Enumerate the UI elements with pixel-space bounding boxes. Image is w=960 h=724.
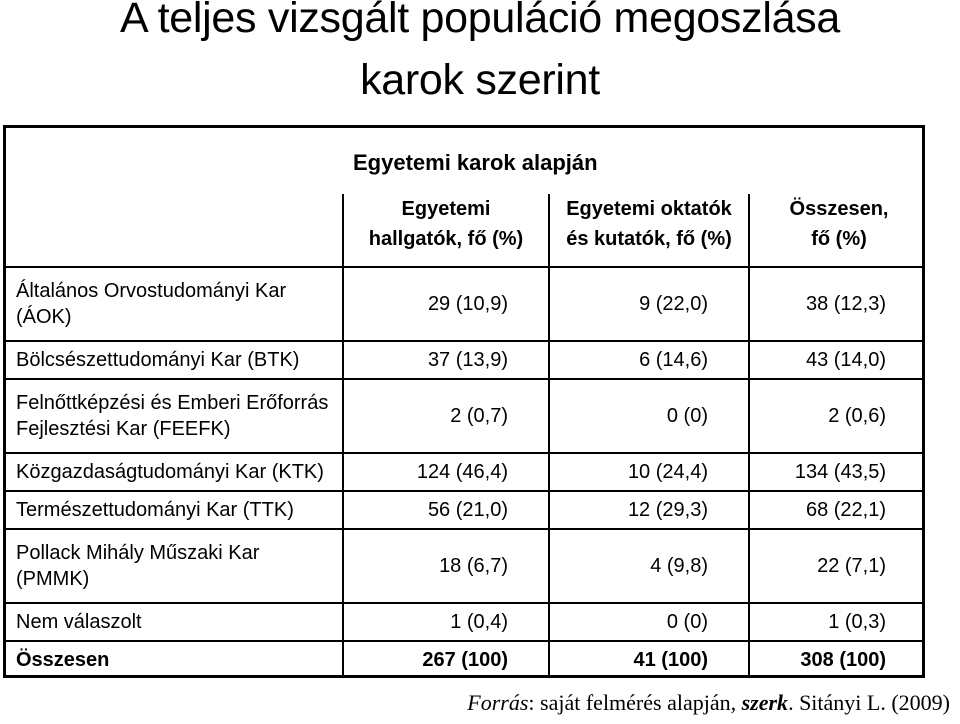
total-staff: 41 (100): [548, 640, 749, 675]
editor-label: szerk: [741, 690, 789, 715]
table-row: Felnőttképzési és Emberi Erőforrás Fejle…: [6, 378, 922, 453]
cell-staff: 6 (14,6): [548, 340, 749, 379]
source-label: Forrás: [467, 690, 529, 715]
row-label: Természettudományi Kar (TTK): [6, 490, 343, 529]
table-row: Közgazdaságtudományi Kar (KTK) 124 (46,4…: [6, 452, 922, 491]
cell-total: 68 (22,1): [747, 490, 922, 529]
column-header-staff: Egyetemi oktatók és kutatók, fő (%): [548, 194, 749, 267]
slide-title-line2: karok szerint: [360, 56, 600, 104]
cell-total: 134 (43,5): [747, 452, 922, 491]
group-header: Egyetemi karok alapján: [353, 150, 598, 175]
cell-staff: 4 (9,8): [548, 528, 749, 603]
column-header-total: Összesen, fő (%): [747, 194, 922, 267]
cell-total: 22 (7,1): [747, 528, 922, 603]
cell-total: 43 (14,0): [747, 340, 922, 379]
table-row: Nem válaszolt 1 (0,4) 0 (0) 1 (0,3): [6, 602, 922, 641]
table-group-header-row: Egyetemi karok alapján: [6, 128, 922, 194]
cell-total: 38 (12,3): [747, 266, 922, 341]
total-all: 308 (100): [747, 640, 922, 675]
cell-students: 1 (0,4): [342, 602, 549, 641]
cell-students: 29 (10,9): [342, 266, 549, 341]
cell-students: 18 (6,7): [342, 528, 549, 603]
cell-total: 2 (0,6): [747, 378, 922, 453]
population-table: Egyetemi karok alapján Egyetemi hallgató…: [3, 125, 925, 678]
total-label: Összesen: [6, 640, 343, 675]
cell-staff: 0 (0): [548, 602, 749, 641]
cell-total: 1 (0,3): [747, 602, 922, 641]
row-label: Pollack Mihály Műszaki Kar (PMMK): [6, 528, 343, 603]
row-label: Bölcsészettudományi Kar (BTK): [6, 340, 343, 379]
column-header-students: Egyetemi hallgatók, fő (%): [342, 194, 549, 267]
row-label: Felnőttképzési és Emberi Erőforrás Fejle…: [6, 378, 343, 453]
total-row: Összesen 267 (100) 41 (100) 308 (100): [6, 640, 922, 675]
cell-students: 124 (46,4): [342, 452, 549, 491]
total-students: 267 (100): [342, 640, 549, 675]
table-row: Általános Orvostudományi Kar (ÁOK) 29 (1…: [6, 266, 922, 341]
row-label: Nem válaszolt: [6, 602, 343, 641]
table-row: Pollack Mihály Műszaki Kar (PMMK) 18 (6,…: [6, 528, 922, 603]
table-row: Bölcsészettudományi Kar (BTK) 37 (13,9) …: [6, 340, 922, 379]
row-label: Közgazdaságtudományi Kar (KTK): [6, 452, 343, 491]
faculty-distribution-table: Egyetemi karok alapján Egyetemi hallgató…: [6, 128, 922, 675]
cell-staff: 0 (0): [548, 378, 749, 453]
row-label: Általános Orvostudományi Kar (ÁOK): [6, 266, 343, 341]
column-header-row: Egyetemi hallgatók, fő (%) Egyetemi okta…: [6, 194, 922, 267]
source-citation: Forrás: saját felmérés alapján, szerk. S…: [467, 690, 950, 715]
cell-staff: 10 (24,4): [548, 452, 749, 491]
cell-students: 2 (0,7): [342, 378, 549, 453]
slide-title-line1: A teljes vizsgált populáció megoszlása: [120, 0, 840, 42]
cell-students: 37 (13,9): [342, 340, 549, 379]
table-row: Természettudományi Kar (TTK) 56 (21,0) 1…: [6, 490, 922, 529]
cell-students: 56 (21,0): [342, 490, 549, 529]
cell-staff: 12 (29,3): [548, 490, 749, 529]
cell-staff: 9 (22,0): [548, 266, 749, 341]
